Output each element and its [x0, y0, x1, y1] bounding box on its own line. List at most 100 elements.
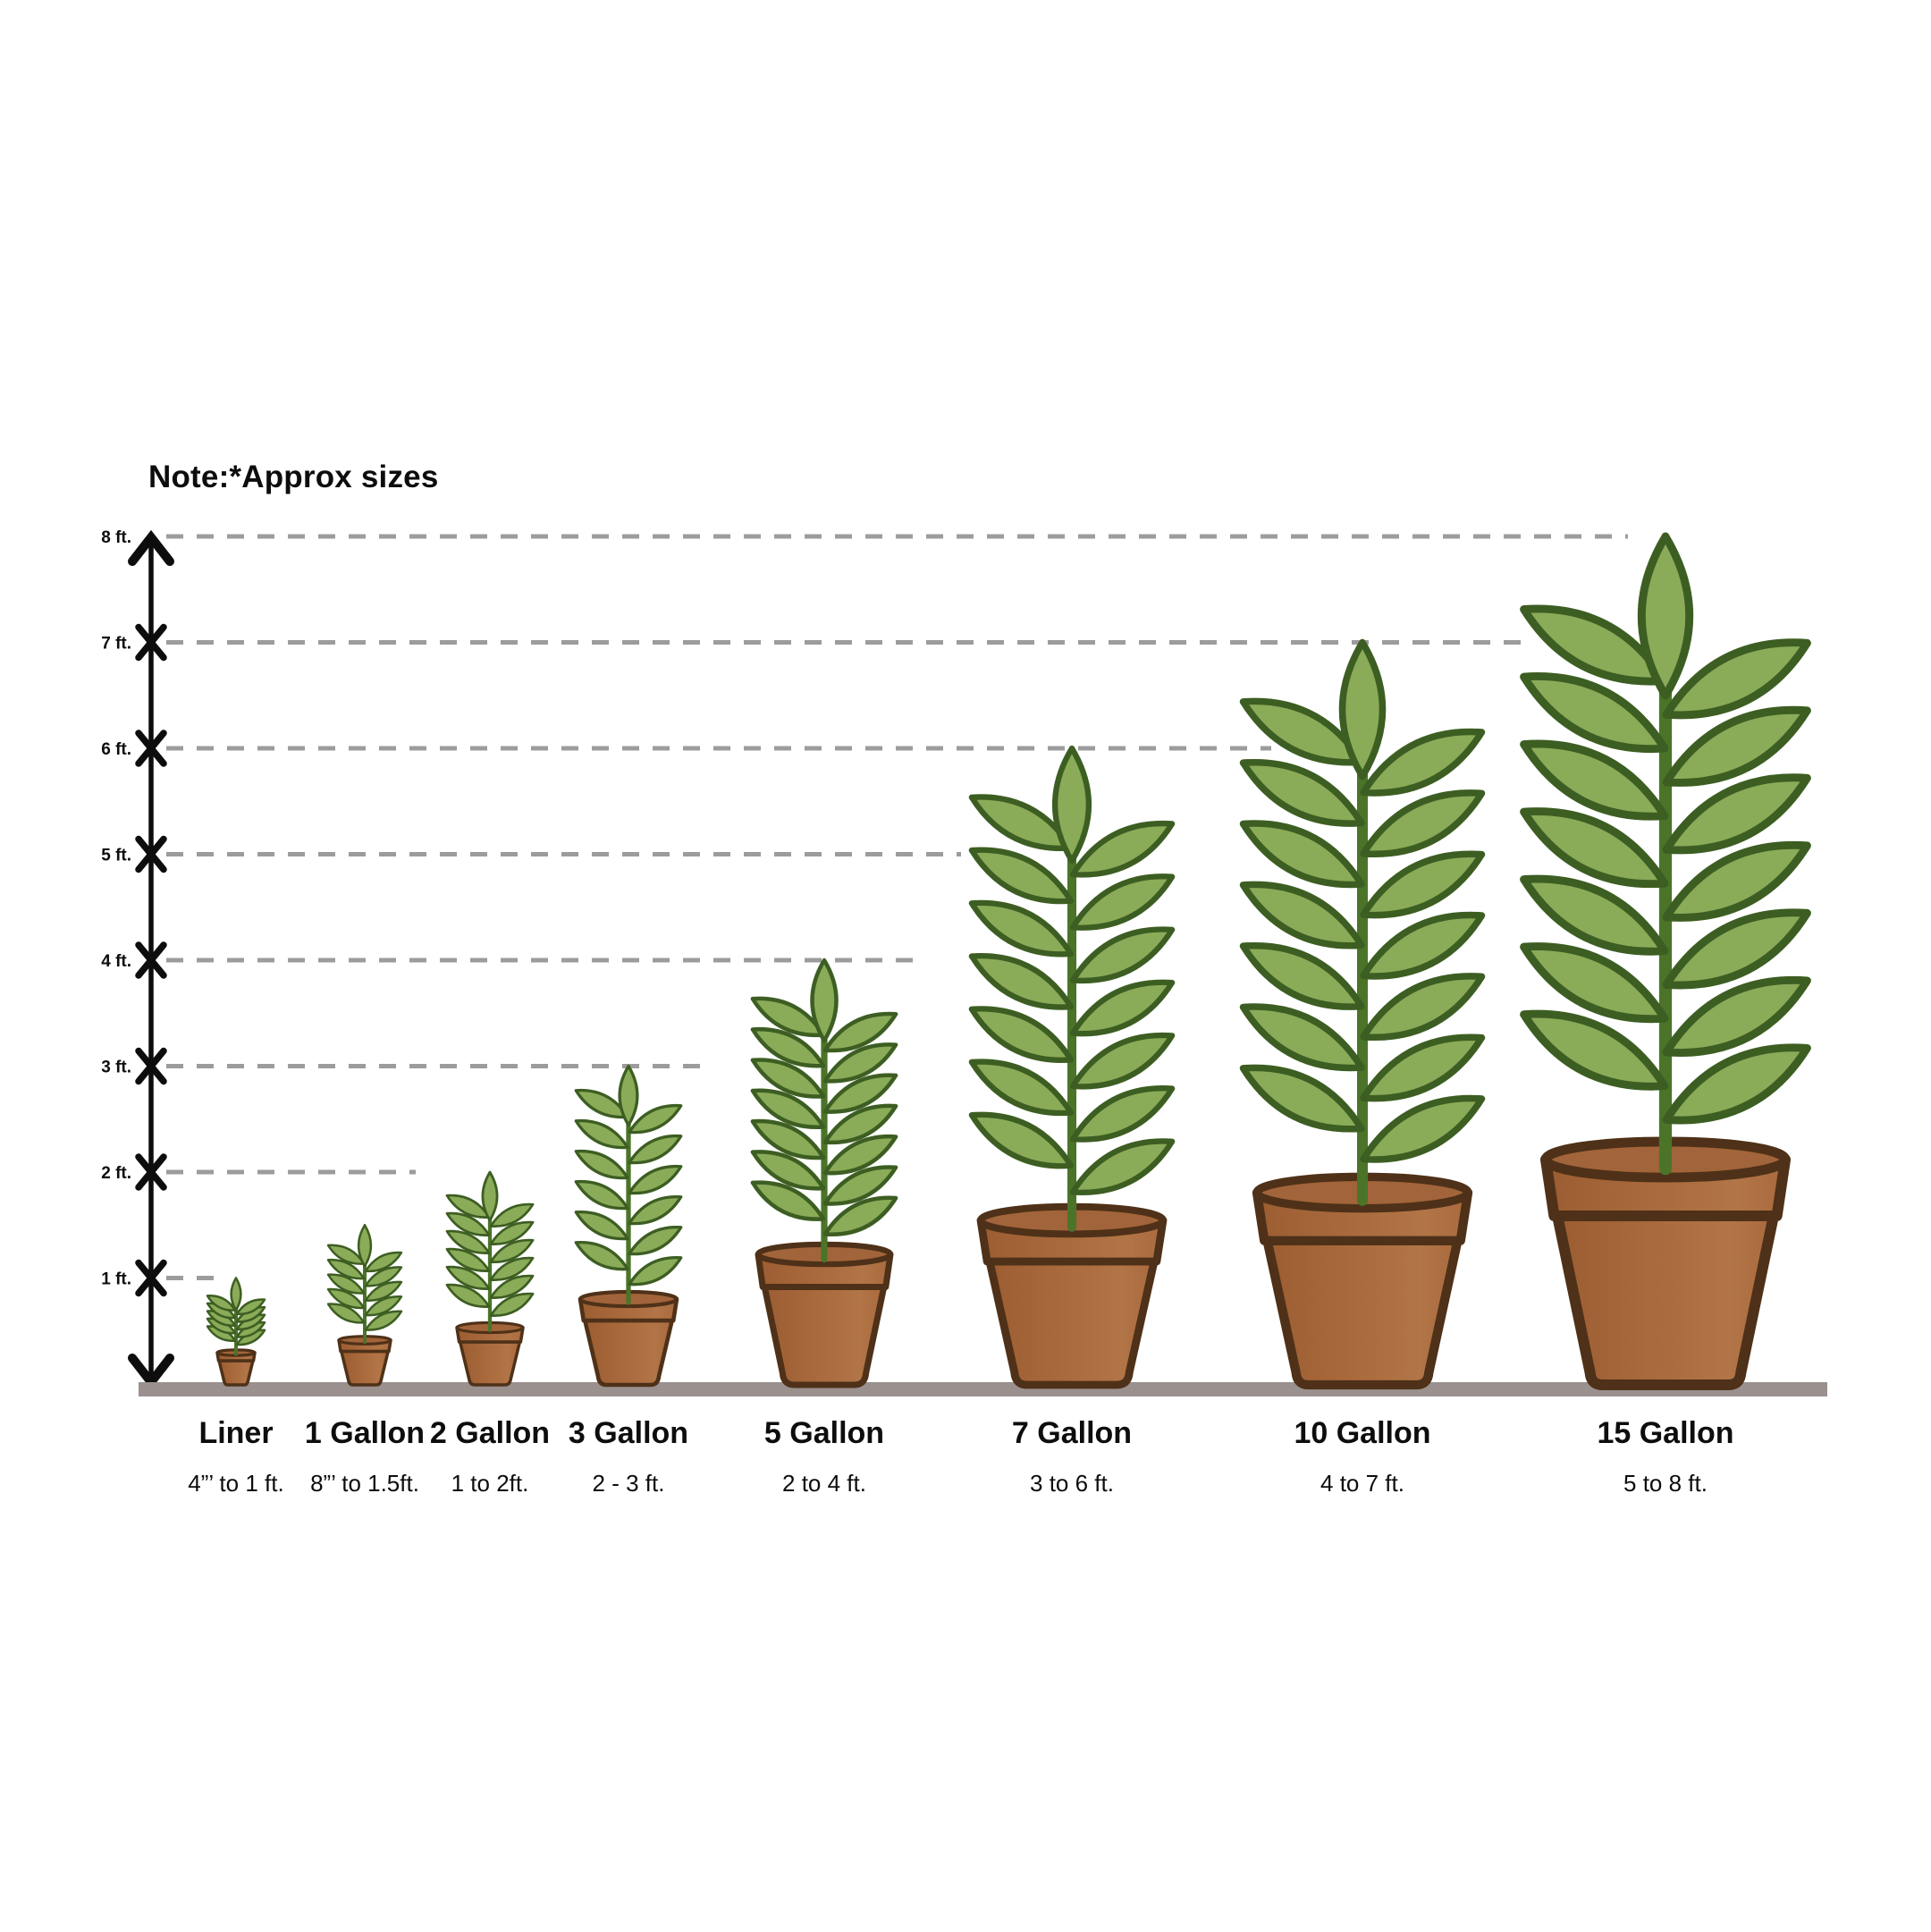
potted-plant-7-gallon — [968, 745, 1176, 1389]
pot-body — [761, 1283, 888, 1388]
leaf — [230, 1277, 242, 1312]
leaf — [1069, 1138, 1176, 1196]
leaf — [364, 1310, 403, 1331]
pot-body — [985, 1257, 1159, 1389]
leaf — [628, 1134, 683, 1165]
leaf — [1069, 1085, 1176, 1143]
leaf — [235, 1298, 266, 1316]
category-range-label: 2 - 3 ft. — [593, 1470, 665, 1497]
category-labels-group: Liner 4”’ to 1 ft. 1 Gallon 8”’ to 1.5ft. 2 … — [188, 1416, 1733, 1497]
leaf — [968, 1006, 1075, 1063]
category-name-label: Liner — [198, 1416, 273, 1450]
leaf — [1239, 697, 1365, 766]
pot-body — [217, 1359, 255, 1387]
plant — [574, 1064, 683, 1305]
tick-x-marker — [135, 835, 167, 873]
plant — [206, 1277, 266, 1356]
leaf — [1662, 638, 1811, 720]
leaf — [618, 1064, 639, 1127]
pot — [578, 1289, 679, 1388]
leaf — [1520, 739, 1669, 821]
leaf — [1051, 745, 1092, 865]
leaf — [326, 1259, 366, 1280]
leaf — [489, 1292, 535, 1317]
pot-body — [1552, 1210, 1779, 1391]
leaf — [326, 1244, 366, 1265]
leaf — [1662, 1043, 1811, 1125]
leaf — [822, 1011, 898, 1053]
leaf — [1239, 758, 1365, 827]
leaf — [1520, 604, 1669, 686]
leaf — [1069, 873, 1176, 931]
pot-body — [1262, 1236, 1463, 1390]
leaf — [628, 1226, 683, 1256]
leaf — [574, 1149, 629, 1180]
pot — [337, 1335, 392, 1387]
leaf — [326, 1287, 366, 1310]
potted-plant-liner — [206, 1277, 266, 1387]
leaf — [1662, 975, 1811, 1057]
potted-plant-2-gallon — [445, 1170, 535, 1387]
leaf — [1662, 773, 1811, 855]
leaf — [206, 1295, 237, 1312]
pot-body — [582, 1318, 675, 1388]
leaf — [1360, 1033, 1486, 1102]
leaf — [1239, 820, 1365, 889]
axis-arrow-top — [128, 529, 174, 566]
leaf — [822, 1042, 898, 1084]
leaf — [489, 1220, 535, 1245]
category-range-label: 8”’ to 1.5ft. — [310, 1470, 419, 1497]
tick-x-marker — [135, 1153, 167, 1191]
leaf — [1637, 532, 1694, 700]
leaf — [968, 847, 1075, 905]
category-name-label: 15 Gallon — [1597, 1416, 1733, 1450]
tick-label-4ft: 4 ft. — [101, 952, 131, 971]
pot — [1539, 1136, 1792, 1391]
category-name-label: 10 Gallon — [1294, 1416, 1430, 1450]
leaf — [1360, 973, 1486, 1042]
leaf — [750, 1058, 826, 1099]
gridlines-group — [166, 534, 1628, 1280]
leaf — [1520, 807, 1669, 889]
tick-x-marker — [135, 623, 167, 662]
leaf — [489, 1238, 535, 1263]
leaf — [1239, 1003, 1365, 1072]
leaf — [1360, 728, 1486, 797]
ground-bar — [139, 1382, 1827, 1396]
leaf — [750, 1180, 826, 1221]
leaf — [968, 1111, 1075, 1169]
leaf — [1662, 840, 1811, 922]
leaf — [628, 1256, 683, 1287]
tick-label-6ft: 6 ft. — [101, 740, 131, 759]
leaf — [810, 958, 839, 1043]
leaf — [326, 1303, 366, 1324]
leaf — [822, 1165, 898, 1206]
leaf — [750, 1026, 826, 1068]
leaf — [1360, 1094, 1486, 1163]
tick-label-5ft: 5 ft. — [101, 847, 131, 865]
potted-plant-1-gallon — [326, 1224, 403, 1387]
leaf — [1069, 820, 1176, 878]
pot-body — [458, 1340, 522, 1387]
leaf — [1360, 911, 1486, 980]
leaf — [628, 1164, 683, 1195]
leaf — [1239, 1064, 1365, 1133]
pot-body — [340, 1349, 390, 1387]
potted-plant-15-gallon — [1520, 532, 1811, 1391]
leaf — [445, 1194, 491, 1219]
leaf — [628, 1103, 683, 1135]
pot — [1252, 1172, 1473, 1390]
leaf — [968, 899, 1075, 958]
leaf — [1520, 1009, 1669, 1091]
plant — [326, 1224, 403, 1345]
potted-plant-5-gallon — [750, 958, 898, 1388]
leaf — [574, 1211, 629, 1241]
leaf — [574, 1088, 629, 1119]
category-range-label: 1 to 2ft. — [451, 1470, 529, 1497]
leaf — [445, 1265, 491, 1290]
leaf — [1069, 979, 1176, 1037]
leaf — [1069, 1032, 1176, 1090]
tick-x-marker — [135, 941, 167, 979]
category-name-label: 3 Gallon — [569, 1416, 688, 1450]
